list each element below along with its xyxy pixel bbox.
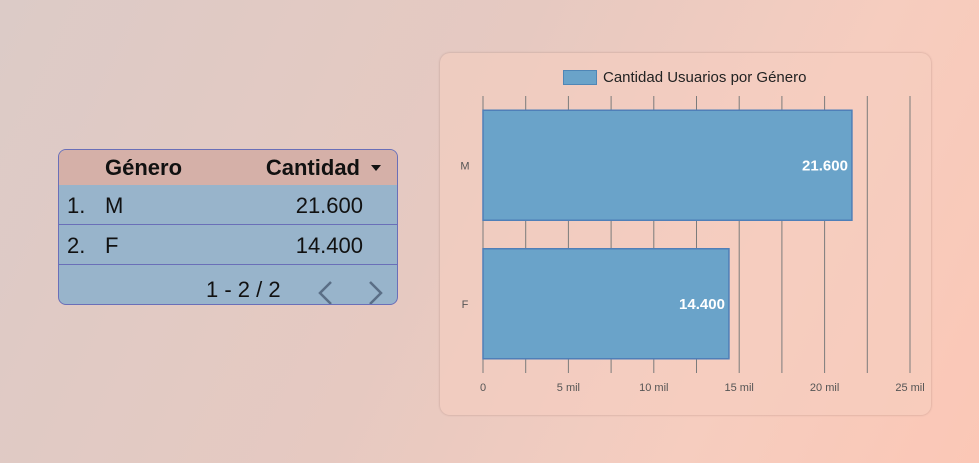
- row-label: M: [105, 193, 124, 218]
- x-tick-label: 0: [480, 382, 486, 394]
- row-index: 2.: [67, 233, 86, 258]
- x-tick-label: 20 mil: [810, 382, 839, 394]
- y-category-label: M: [460, 160, 469, 172]
- bar-f: [482, 248, 730, 360]
- table-row[interactable]: 1. M 21.600: [59, 185, 397, 225]
- data-label: 14.400: [679, 296, 725, 313]
- table-pagination: 1 - 2 / 2: [59, 265, 397, 304]
- table-row[interactable]: 2. F 14.400: [59, 225, 397, 265]
- sort-desc-icon[interactable]: [371, 165, 381, 171]
- table-header: Género Cantidad: [59, 150, 397, 185]
- x-tick-label: 5 mil: [557, 382, 580, 394]
- bar-m: [482, 109, 853, 221]
- row-label: F: [105, 233, 119, 258]
- bar-chart: 0 5 mil 10 mil 15 mil 20 mil 25 mil M 21.600 F 14…: [460, 96, 925, 394]
- legend-label: Cantidad Usuarios por Género: [603, 69, 807, 86]
- column-header-cantidad[interactable]: Cantidad: [265, 155, 360, 180]
- x-tick-label: 15 mil: [725, 382, 754, 394]
- row-index: 1.: [67, 193, 86, 218]
- legend-swatch: [563, 70, 597, 85]
- row-value: 14.400: [295, 233, 363, 258]
- x-tick-label: 25 mil: [895, 382, 924, 394]
- pagination-label: 1 - 2 / 2: [206, 277, 281, 302]
- bar-chart-card: Cantidad Usuarios por Género 0 5 mil 10 mi…: [440, 53, 931, 415]
- data-label: 21.600: [802, 157, 848, 174]
- row-value: 21.600: [295, 193, 363, 218]
- gender-table: Género Cantidad 1. M 21.600 2. F 14.400 …: [58, 149, 398, 305]
- chevron-right-icon[interactable]: [365, 280, 385, 304]
- y-category-label: F: [462, 299, 469, 311]
- chevron-left-icon[interactable]: [316, 280, 336, 304]
- x-tick-label: 10 mil: [639, 382, 668, 394]
- column-header-genero[interactable]: Género: [105, 155, 183, 180]
